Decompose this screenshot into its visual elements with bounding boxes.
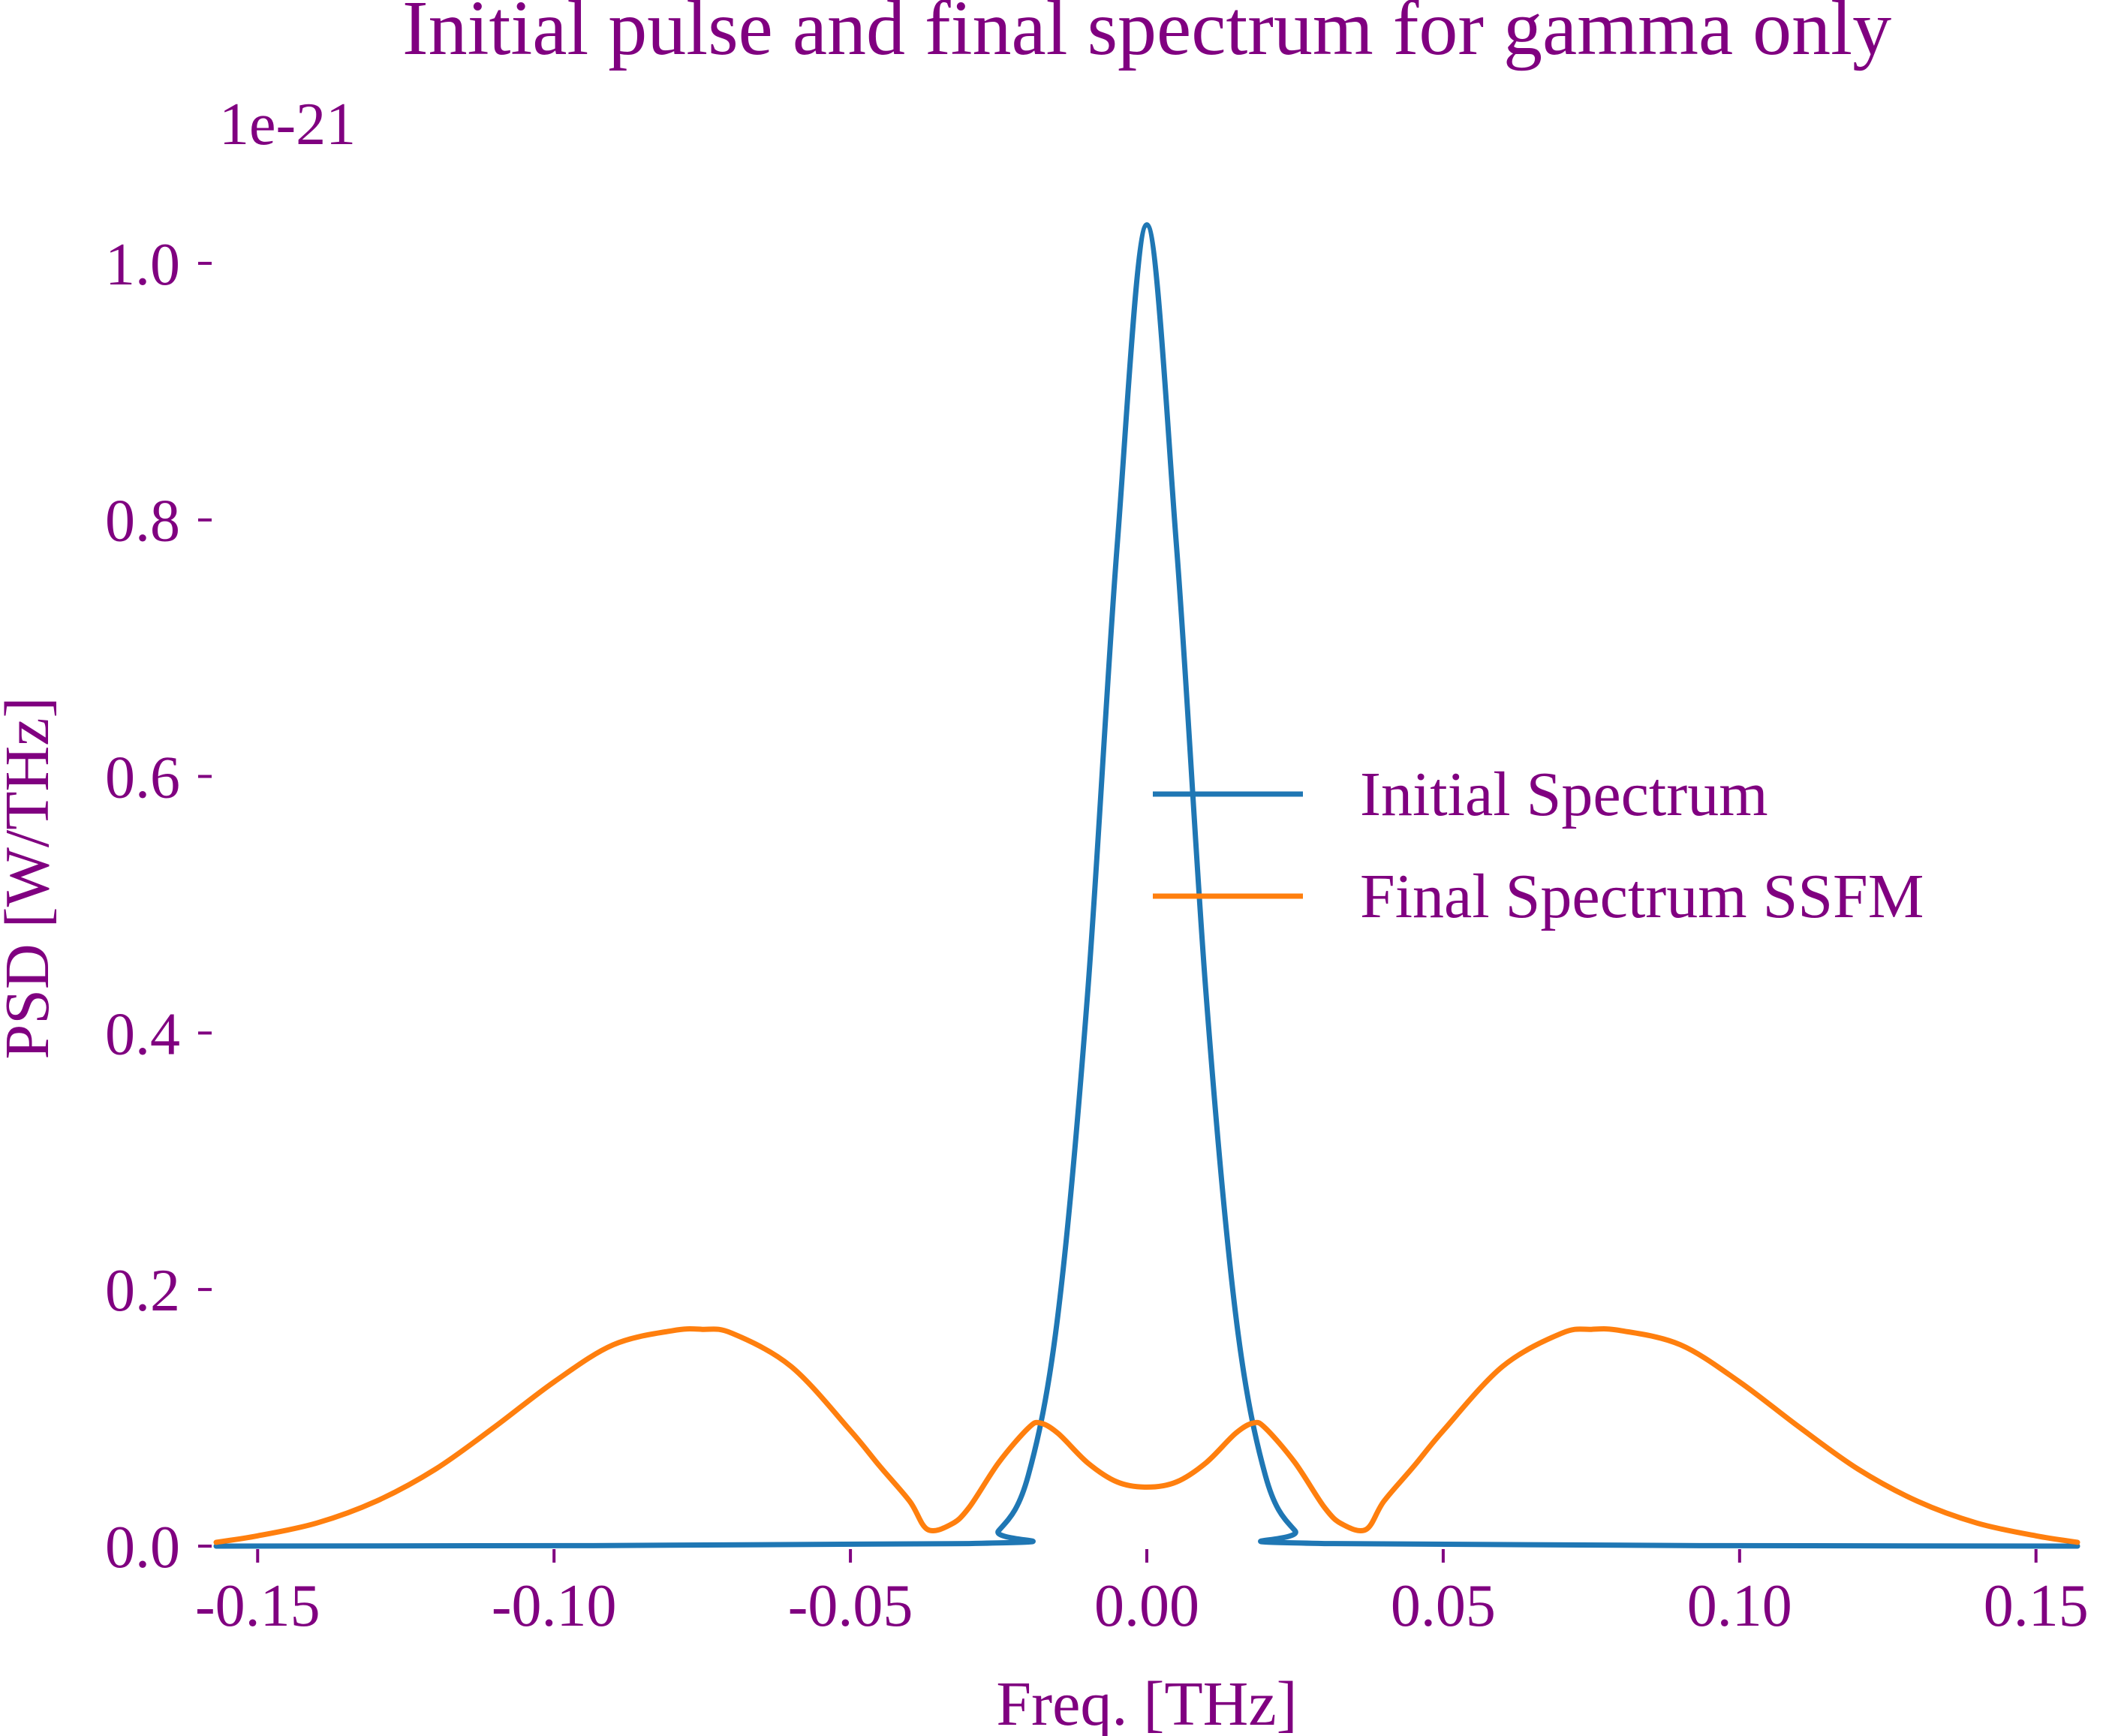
legend-label: Final Spectrum SSFM <box>1360 862 1924 931</box>
legend-label: Initial Spectrum <box>1360 760 1768 829</box>
y-axis-ticks: 0.0 0.2 0.4 0.6 0.8 1.0 <box>105 232 212 1581</box>
y-tick-label: 0.8 <box>105 489 180 555</box>
y-tick-label: 1.0 <box>105 232 180 298</box>
x-tick-label: 0.05 <box>1391 1573 1496 1639</box>
x-tick-label: -0.15 <box>195 1573 320 1639</box>
y-tick-label: 0.4 <box>105 1001 180 1067</box>
x-tick-label: 0.15 <box>1984 1573 2089 1639</box>
x-axis-ticks: -0.15 -0.10 -0.05 0.00 0.05 0.10 0.15 <box>195 1549 2089 1639</box>
y-tick-label: 0.0 <box>105 1515 180 1581</box>
plot-area <box>213 222 2080 1549</box>
x-tick-label: -0.10 <box>492 1573 617 1639</box>
series-line-initial-spectrum <box>213 222 2080 1549</box>
legend: Initial Spectrum Final Spectrum SSFM <box>1153 760 1924 931</box>
x-tick-label: 0.00 <box>1094 1573 1199 1639</box>
series-line-final-spectrum-ssfm <box>213 1326 2080 1545</box>
y-axis-label: PSD [W/THz] <box>0 697 62 1060</box>
chart-title: Initial pulse and final spectrum for gam… <box>402 0 1891 71</box>
y-tick-label: 0.6 <box>105 745 180 811</box>
x-tick-label: 0.10 <box>1687 1573 1792 1639</box>
x-tick-label: -0.05 <box>788 1573 913 1639</box>
y-tick-label: 0.2 <box>105 1258 180 1324</box>
y-offset-label: 1e-21 <box>219 92 356 158</box>
x-axis-label: Freq. [THz] <box>996 1669 1297 1736</box>
